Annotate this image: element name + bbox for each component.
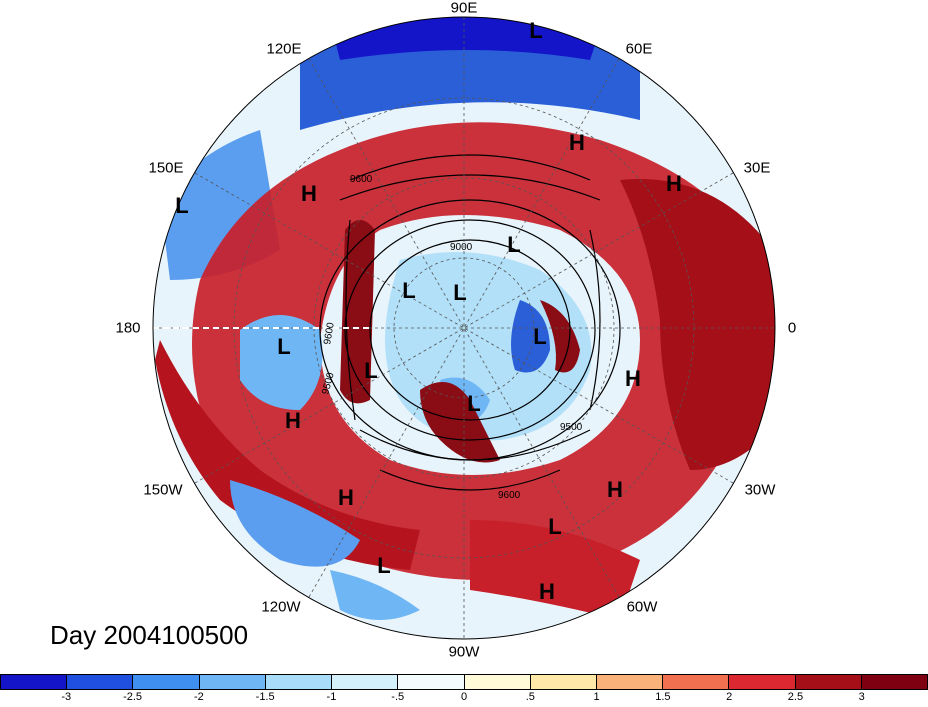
pressure-center-low: L <box>364 358 377 383</box>
height-contours <box>319 154 621 491</box>
pressure-center-high: H <box>301 181 317 206</box>
pressure-center-high: H <box>607 477 623 502</box>
colorbar-swatch <box>530 675 597 689</box>
pressure-center-high: H <box>338 485 354 510</box>
lon-label-30e: 30E <box>743 159 771 177</box>
plot-title: Day 2004100500 <box>50 620 249 650</box>
colorbar-swatch <box>332 675 399 689</box>
lon-label-120w: 120W <box>261 598 301 616</box>
parallel-mid <box>313 177 615 479</box>
positive-anomaly-ring <box>192 122 772 580</box>
meridian-150e-30w <box>194 172 734 484</box>
colorbar-tick-label: .5 <box>525 691 535 703</box>
pressure-center-low: L <box>507 232 520 257</box>
colorbar-swatch <box>67 675 134 689</box>
strong-positive-east <box>620 179 775 470</box>
contour-label: 9600 <box>498 490 521 501</box>
contour-label: 9600 <box>350 174 373 185</box>
contour-mid <box>344 219 596 441</box>
colorbar-tick-label: -.5 <box>391 691 405 703</box>
colorbar-swatch <box>1 675 68 689</box>
colorbar-swatch <box>265 675 333 689</box>
colorbar-swatch <box>663 675 730 689</box>
colorbar-swatch <box>398 675 465 689</box>
colorbar-swatch <box>464 675 531 689</box>
lon-label-90w: 90W <box>448 643 480 661</box>
core-negative-center <box>511 300 550 373</box>
pressure-centers: L H H H L L L L L L H L L H L L H H H <box>175 18 682 604</box>
lon-label-0: 0 <box>787 319 797 337</box>
pressure-center-high: H <box>666 171 682 196</box>
meridian-30e-150w <box>194 172 734 484</box>
colorbar-tick-label: -2.5 <box>123 691 143 703</box>
pressure-center-high: H <box>539 579 555 604</box>
map-border <box>152 16 776 640</box>
lon-label-90e: 90E <box>450 0 478 17</box>
colorbar-tick-label: 1 <box>593 691 600 703</box>
contour-south-arc <box>359 429 591 461</box>
lon-label-120e: 120E <box>266 40 302 58</box>
pressure-center-low: L <box>467 391 480 416</box>
colorbar-swatch <box>133 675 200 689</box>
meridian-60e-120w <box>308 58 620 598</box>
lon-label-150w: 150W <box>143 481 183 499</box>
contour-north-arc-2 <box>349 154 591 181</box>
colorbar-tick-label: 2 <box>726 691 733 703</box>
colorbar-swatch <box>861 675 928 689</box>
contour-south-arc-2 <box>379 469 561 491</box>
meridian-120e-60w <box>308 58 620 598</box>
pressure-center-low: L <box>529 18 542 43</box>
pressure-center-low: L <box>548 514 561 539</box>
colorbar-swatch <box>199 675 266 689</box>
colorbar-tick-label: 0 <box>460 691 468 703</box>
colorbar-tick-label: 1.5 <box>655 691 671 703</box>
contour-north-arc <box>339 174 601 201</box>
lon-label-60e: 60E <box>625 40 653 58</box>
pressure-center-high: L <box>175 193 188 218</box>
pressure-center-low: H <box>625 366 641 391</box>
lon-label-150e: 150E <box>148 159 184 177</box>
lon-label-180: 180 <box>115 319 141 337</box>
colorbar-swatch <box>596 675 664 689</box>
pressure-center-low: L <box>533 324 546 349</box>
colorbar-tick-label: 3 <box>858 691 865 703</box>
lon-label-60w: 60W <box>626 598 658 616</box>
colorbar <box>0 674 928 690</box>
pressure-center-low: L <box>377 553 390 578</box>
negative-lobe-southwest <box>230 480 360 567</box>
contour-west-arc <box>345 219 356 421</box>
pressure-center-low: H <box>285 408 301 433</box>
pressure-center-low: L <box>402 278 415 303</box>
trough-south <box>420 382 500 463</box>
pressure-center-low: L <box>453 280 466 305</box>
negative-lobe-south <box>330 570 420 620</box>
parallel-inner <box>393 257 535 399</box>
positive-band-south <box>470 520 640 620</box>
contour-east-arc <box>589 229 601 411</box>
contour-label: 9600 <box>322 321 337 345</box>
lon-label-30w: 30W <box>744 481 776 499</box>
graticule <box>153 17 775 639</box>
colorbar-tick-label: -1.5 <box>255 691 275 703</box>
colorbar-tick-label: -3 <box>61 691 72 703</box>
pressure-center-high: L <box>277 334 290 359</box>
negative-block-west <box>240 315 323 410</box>
colorbar-tick-label: -2 <box>193 691 204 703</box>
contour-label: 9000 <box>450 242 473 253</box>
colorbar-swatch <box>795 675 862 689</box>
colorbar-tick-label: -1 <box>326 691 337 703</box>
pressure-center-high: H <box>569 130 585 155</box>
contour-inner <box>369 239 571 421</box>
colorbar-swatch <box>729 675 796 689</box>
contour-label: 9500 <box>560 422 583 433</box>
colorbar-tick-label: 2.5 <box>787 691 804 703</box>
trough-east <box>540 300 580 373</box>
